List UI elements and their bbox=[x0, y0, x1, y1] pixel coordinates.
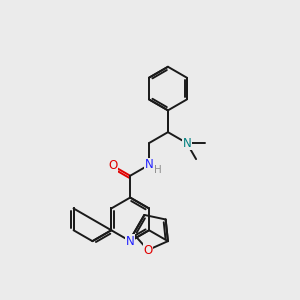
Text: N: N bbox=[182, 136, 191, 150]
Text: N: N bbox=[126, 235, 135, 248]
Text: H: H bbox=[154, 165, 162, 175]
Text: O: O bbox=[109, 160, 118, 172]
Text: N: N bbox=[145, 158, 153, 171]
Text: O: O bbox=[143, 244, 153, 256]
